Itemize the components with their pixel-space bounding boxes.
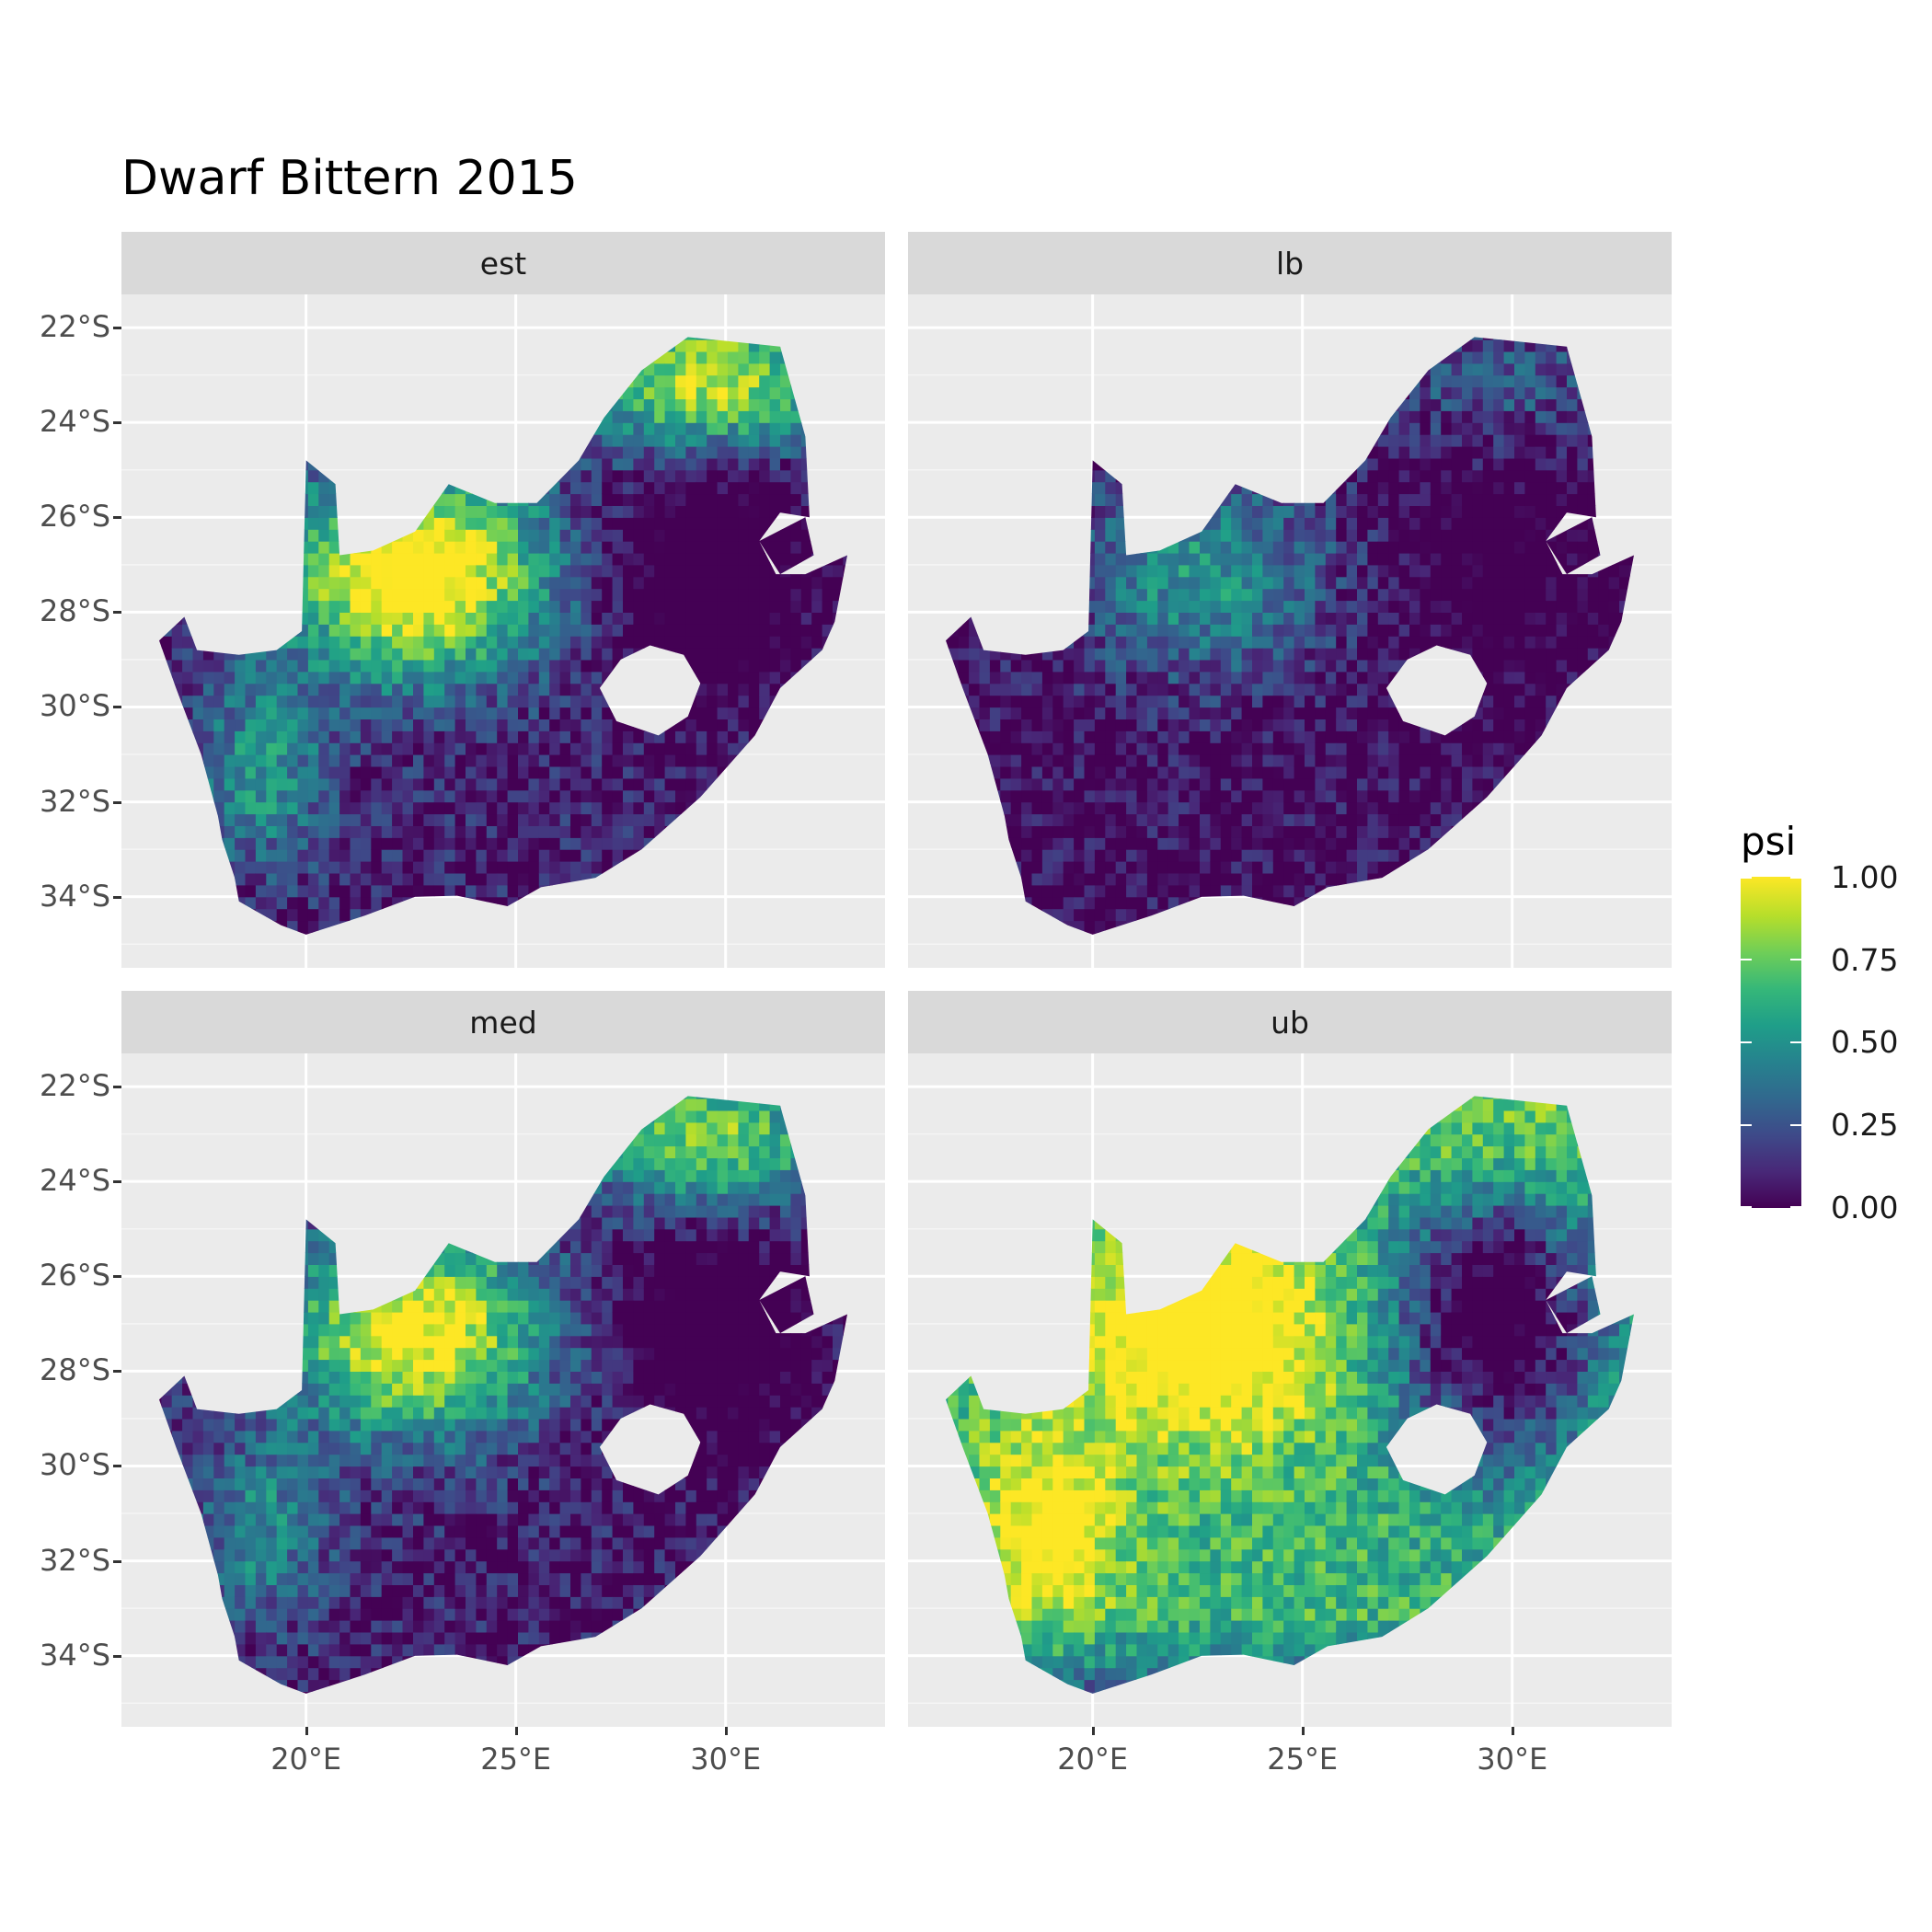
facet-strip-est: est bbox=[121, 232, 885, 294]
x-tick-label: 25°E bbox=[1267, 1742, 1339, 1777]
map-svg bbox=[121, 1053, 885, 1727]
legend-tick bbox=[1741, 959, 1752, 960]
legend-tick bbox=[1790, 959, 1801, 960]
y-tick-label: 30°S bbox=[39, 1447, 110, 1483]
x-tick-label: 20°E bbox=[270, 1742, 342, 1777]
psi-raster bbox=[946, 337, 1634, 935]
y-tick-mark bbox=[113, 327, 121, 330]
y-tick-mark bbox=[113, 1086, 121, 1089]
y-tick-mark bbox=[113, 1559, 121, 1563]
psi-raster bbox=[159, 337, 847, 935]
legend-label-050: 0.50 bbox=[1831, 1024, 1899, 1060]
y-tick-mark bbox=[113, 421, 121, 425]
map-panel-est bbox=[121, 294, 885, 968]
map-panel-med bbox=[121, 1053, 885, 1727]
x-tick-label: 30°E bbox=[1477, 1742, 1548, 1777]
y-tick-mark bbox=[113, 895, 121, 899]
x-tick-mark bbox=[1091, 1727, 1095, 1735]
y-tick-mark bbox=[113, 1465, 121, 1468]
y-tick-label: 24°S bbox=[39, 1163, 110, 1199]
legend-tick bbox=[1741, 1041, 1752, 1043]
y-tick-label: 32°S bbox=[39, 1542, 110, 1578]
x-tick-mark bbox=[1301, 1727, 1305, 1735]
y-tick-label: 30°S bbox=[39, 688, 110, 724]
y-tick-mark bbox=[113, 1180, 121, 1184]
x-tick-label: 25°E bbox=[480, 1742, 552, 1777]
legend-tick bbox=[1741, 1206, 1752, 1208]
y-tick-mark bbox=[113, 1275, 121, 1279]
x-tick-label: 20°E bbox=[1057, 1742, 1129, 1777]
facet-label-med: med bbox=[469, 1004, 537, 1041]
legend-tick bbox=[1790, 1206, 1801, 1208]
y-tick-mark bbox=[113, 611, 121, 615]
x-tick-label: 30°E bbox=[690, 1742, 762, 1777]
psi-raster bbox=[946, 1096, 1634, 1694]
facet-strip-ub: ub bbox=[908, 991, 1672, 1053]
plot-title: Dwarf Bittern 2015 bbox=[121, 151, 578, 206]
y-tick-label: 22°S bbox=[39, 309, 110, 345]
legend-tick bbox=[1741, 877, 1752, 879]
y-tick-mark bbox=[113, 1370, 121, 1374]
legend-title: psi bbox=[1741, 819, 1797, 864]
facet-label-ub: ub bbox=[1271, 1004, 1309, 1041]
y-tick-mark bbox=[113, 516, 121, 520]
facet-strip-lb: lb bbox=[908, 232, 1672, 294]
map-panel-lb bbox=[908, 294, 1672, 968]
legend-label-025: 0.25 bbox=[1831, 1107, 1899, 1143]
psi-raster bbox=[159, 1096, 847, 1694]
x-tick-mark bbox=[724, 1727, 728, 1735]
map-svg bbox=[908, 1053, 1672, 1727]
map-panel-ub bbox=[908, 1053, 1672, 1727]
y-tick-label: 26°S bbox=[39, 499, 110, 535]
facet-strip-med: med bbox=[121, 991, 885, 1053]
legend-tick bbox=[1790, 1041, 1801, 1043]
y-tick-label: 34°S bbox=[39, 878, 110, 914]
facet-label-est: est bbox=[479, 245, 527, 282]
legend-tick bbox=[1790, 877, 1801, 879]
y-tick-label: 34°S bbox=[39, 1637, 110, 1673]
x-tick-mark bbox=[1511, 1727, 1514, 1735]
x-tick-mark bbox=[514, 1727, 518, 1735]
legend-label-075: 0.75 bbox=[1831, 942, 1899, 978]
legend-tick bbox=[1790, 1124, 1801, 1126]
legend-label-000: 0.00 bbox=[1831, 1190, 1899, 1225]
map-svg bbox=[908, 294, 1672, 968]
y-tick-label: 26°S bbox=[39, 1258, 110, 1294]
y-tick-mark bbox=[113, 1654, 121, 1658]
legend-label-1: 1.00 bbox=[1831, 859, 1899, 895]
y-tick-label: 22°S bbox=[39, 1068, 110, 1104]
y-tick-label: 28°S bbox=[39, 593, 110, 629]
y-tick-mark bbox=[113, 800, 121, 804]
facet-label-lb: lb bbox=[1275, 245, 1305, 282]
legend-tick bbox=[1741, 1124, 1752, 1126]
y-tick-mark bbox=[113, 706, 121, 709]
y-tick-label: 24°S bbox=[39, 404, 110, 440]
y-tick-label: 32°S bbox=[39, 783, 110, 819]
map-svg bbox=[121, 294, 885, 968]
x-tick-mark bbox=[305, 1727, 308, 1735]
y-tick-label: 28°S bbox=[39, 1352, 110, 1388]
